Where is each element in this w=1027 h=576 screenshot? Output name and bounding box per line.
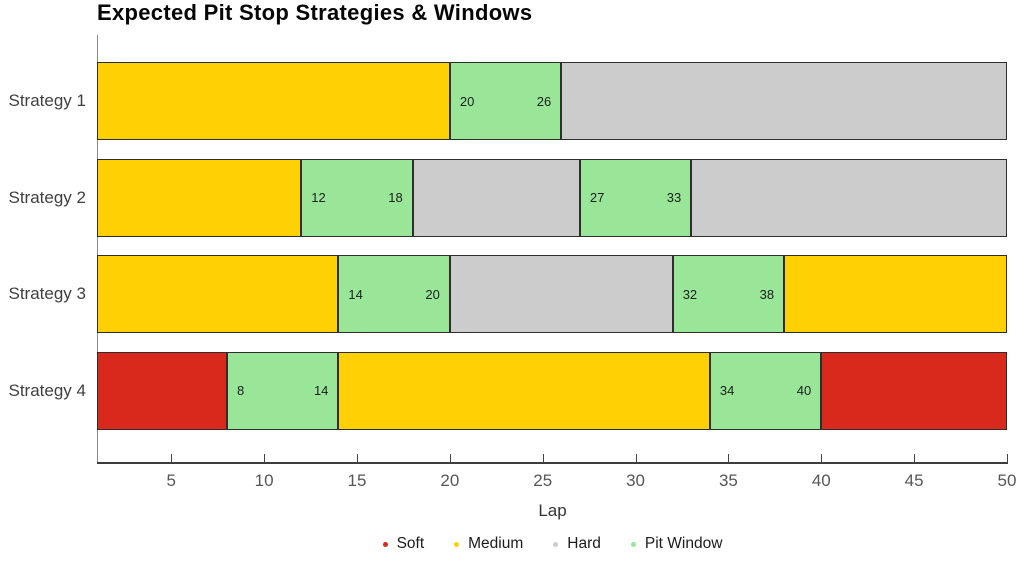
bar-segment-pit-window: 14 20: [338, 255, 450, 333]
soft-legend-dot-icon: [382, 541, 388, 547]
legend-item-pit-window: Pit Window: [630, 535, 723, 553]
x-axis-tick-label: 45: [904, 471, 924, 490]
y-axis-label-strategy-1: Strategy 1: [8, 91, 87, 110]
bar-segment-pit-window: 8 14: [227, 351, 339, 430]
x-axis-tick-label: 35: [718, 471, 738, 490]
bar-segment-hard: [449, 255, 673, 333]
bar-segment-pit-window: 12 18: [301, 158, 413, 237]
segment-start-label: 14: [348, 286, 363, 302]
bar-segment-medium: [784, 255, 1007, 333]
segment-end-label: 14: [313, 383, 329, 398]
x-axis-line: [97, 462, 1008, 464]
legend-item-soft: Soft: [382, 535, 425, 553]
bar-segment-pit-window: 34 40: [709, 351, 822, 430]
bar-segment-pit-window: 27 33: [579, 158, 692, 237]
bar-segment-medium: [97, 255, 339, 333]
x-axis-tick: [1007, 454, 1008, 462]
segment-start-label: 8: [237, 383, 245, 398]
x-axis-tick-label: 10: [254, 471, 274, 490]
x-axis-title: Lap: [538, 501, 567, 520]
chart-title: Expected Pit Stop Strategies & Windows: [97, 0, 533, 25]
x-axis-tick: [635, 454, 637, 462]
medium-legend-dot-icon: [454, 541, 460, 547]
segment-start-label: 20: [459, 93, 475, 109]
segment-start-label: 27: [589, 190, 605, 205]
segment-end-label: 26: [536, 93, 552, 109]
bar-segment-hard: [691, 158, 1007, 237]
bar-segment-pit-window: 32 38: [672, 255, 785, 333]
legend-label: Soft: [396, 535, 425, 552]
x-axis-tick-label: 15: [347, 471, 367, 490]
x-axis-tick-label: 40: [811, 471, 831, 490]
x-axis-tick-label: 50: [997, 471, 1017, 490]
bar-segment-hard: [412, 158, 580, 237]
y-axis-label-strategy-2: Strategy 2: [8, 187, 87, 207]
x-axis-tick-label: 20: [440, 471, 460, 490]
bar-segment-medium: [97, 62, 450, 140]
bar-segment-medium: [338, 351, 710, 430]
x-axis-tick: [264, 454, 266, 462]
segment-end-label: 38: [759, 286, 775, 302]
legend: Soft Medium Hard Pit Window: [97, 535, 1008, 553]
y-axis-label-strategy-3: Strategy 3: [8, 284, 87, 303]
x-axis-tick: [171, 454, 173, 462]
segment-start-label: 12: [311, 190, 326, 205]
legend-label: Pit Window: [644, 535, 723, 552]
legend-label: Medium: [468, 535, 524, 552]
x-axis-tick: [357, 454, 358, 462]
hard-legend-dot-icon: [553, 541, 559, 547]
bar-segment-pit-window: 20 26: [449, 62, 562, 140]
bar-segment-hard: [561, 62, 1007, 140]
segment-start-label: 32: [682, 286, 698, 302]
segment-start-label: 34: [719, 383, 735, 398]
x-axis-tick-label: 5: [166, 471, 177, 490]
x-axis-tick: [542, 454, 544, 462]
x-axis-tick: [914, 454, 916, 462]
legend-label: Hard: [567, 535, 601, 552]
segment-end-label: 33: [666, 190, 682, 205]
legend-item-medium: Medium: [454, 535, 523, 553]
legend-item-hard: Hard: [553, 535, 601, 553]
x-axis-tick: [821, 454, 823, 462]
x-axis-tick-label: 25: [533, 471, 553, 490]
x-axis-tick: [728, 454, 730, 462]
segment-end-label: 40: [796, 383, 812, 398]
bar-segment-soft: [97, 351, 227, 430]
y-axis-label-strategy-4: Strategy 4: [8, 380, 87, 400]
bar-segment-soft: [821, 351, 1007, 430]
segment-end-label: 18: [388, 190, 403, 205]
x-axis-tick-label: 30: [626, 471, 646, 490]
y-axis-line: [97, 35, 98, 462]
bar-segment-medium: [97, 158, 302, 237]
x-axis-tick: [449, 454, 451, 462]
pit-window-legend-dot-icon: [630, 541, 636, 547]
segment-end-label: 20: [425, 286, 440, 302]
